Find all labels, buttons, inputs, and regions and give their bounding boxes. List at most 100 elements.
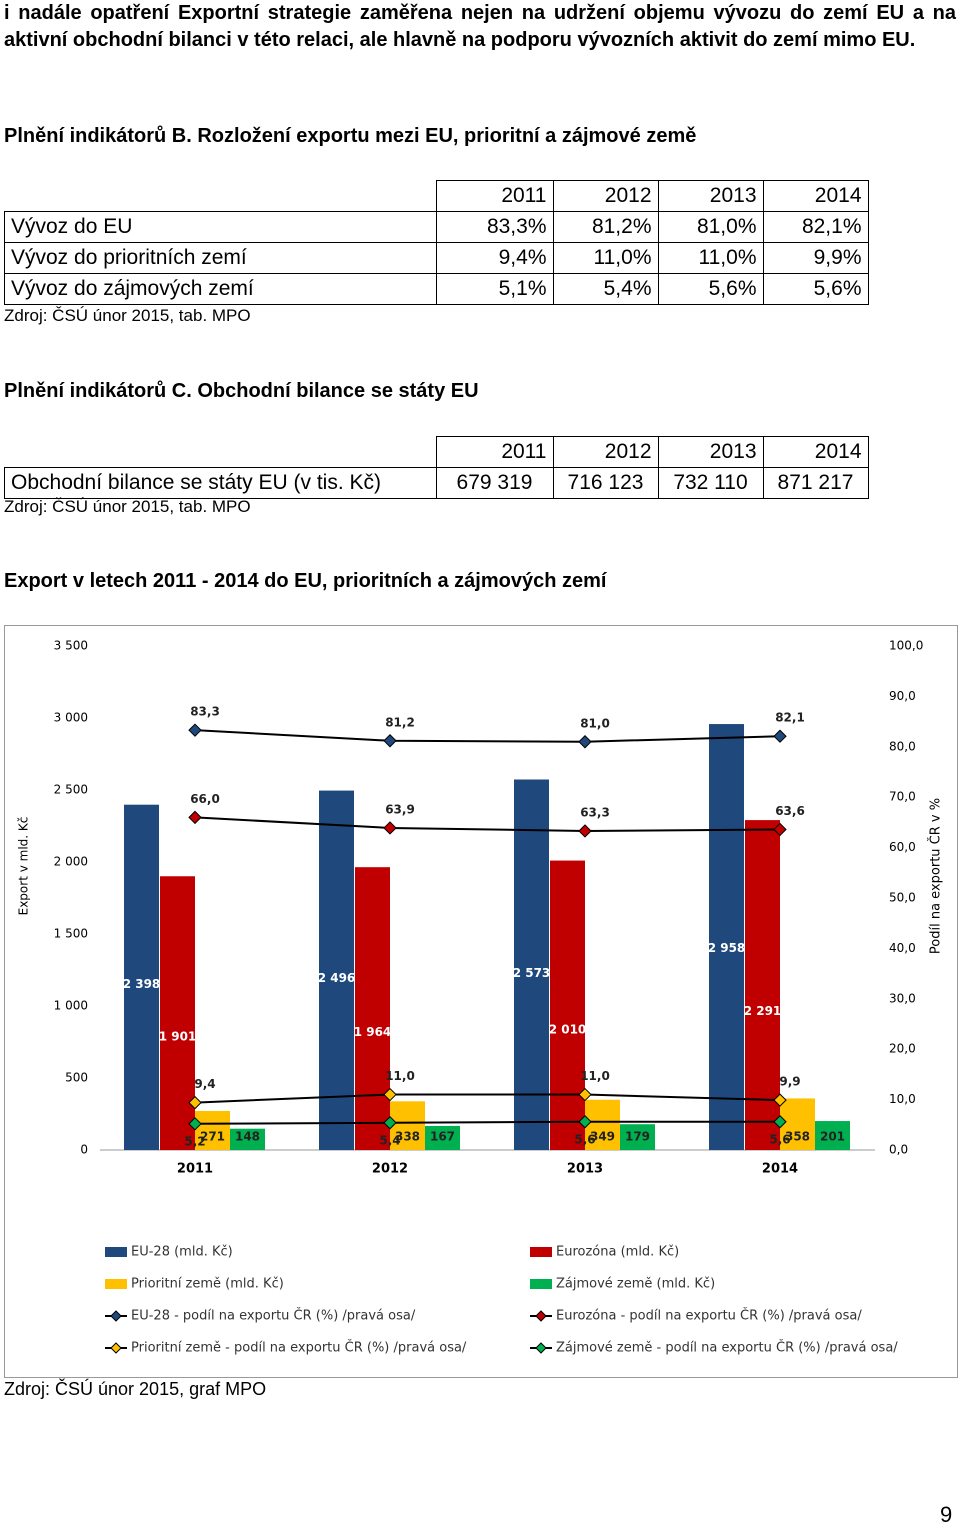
line-marker bbox=[773, 1115, 787, 1129]
table-cell: 9,9% bbox=[762, 242, 869, 274]
row-label: Obchodní bilance se státy EU (v tis. Kč) bbox=[4, 467, 437, 499]
bar bbox=[745, 820, 780, 1150]
legend-swatch bbox=[530, 1279, 552, 1289]
line-label: 5,4 bbox=[379, 1133, 400, 1147]
bar-label: 2 010 bbox=[549, 1022, 587, 1036]
y2-tick-label: 20,0 bbox=[889, 1042, 916, 1056]
bar bbox=[585, 1099, 620, 1150]
column-header: 2011 bbox=[435, 180, 554, 212]
bar-label: 167 bbox=[430, 1130, 455, 1144]
y2-tick-label: 40,0 bbox=[889, 941, 916, 955]
table-cell: 679 319 bbox=[435, 467, 554, 499]
bar bbox=[425, 1125, 460, 1150]
intro-paragraph: i nadále opatření Exportní strategie zam… bbox=[4, 2, 956, 51]
bar-label: 2 291 bbox=[744, 1004, 782, 1018]
y2-tick-label: 30,0 bbox=[889, 991, 916, 1005]
legend-label: Prioritní země - podíl na exportu ČR (%)… bbox=[131, 1340, 467, 1356]
y2-tick-label: 80,0 bbox=[889, 739, 916, 753]
bar-label: 271 bbox=[200, 1130, 225, 1144]
table-cell: 9,4% bbox=[435, 242, 554, 274]
table: 2011 2012 2013 2014 Obchodní bilance se stát… bbox=[4, 436, 869, 499]
line-label: 83,3 bbox=[190, 705, 220, 719]
line-label: 63,6 bbox=[775, 804, 805, 818]
bar bbox=[815, 1121, 850, 1150]
y2-tick-label: 50,0 bbox=[889, 891, 916, 905]
legend-swatch bbox=[530, 1247, 552, 1257]
bar bbox=[195, 1110, 230, 1150]
y-tick-label: 3 500 bbox=[54, 639, 88, 653]
table-cell: 871 217 bbox=[762, 467, 869, 499]
line-marker bbox=[188, 1117, 202, 1131]
table-cell: 5,6% bbox=[657, 273, 764, 305]
y-tick-label: 500 bbox=[65, 1071, 88, 1085]
y-tick-label: 2 500 bbox=[54, 783, 88, 797]
y2-tick-label: 70,0 bbox=[889, 790, 916, 804]
section-heading: Plnění indikátorů B. Rozložení exportu m… bbox=[4, 125, 697, 147]
y-tick-label: 0 bbox=[80, 1143, 88, 1157]
column-header: 2014 bbox=[762, 436, 869, 468]
line-marker bbox=[578, 1087, 592, 1102]
bar-label: 201 bbox=[820, 1130, 845, 1144]
legend-swatch bbox=[105, 1247, 127, 1257]
line-label: 63,9 bbox=[385, 802, 415, 816]
source-note: Zdroj: ČSÚ únor 2015, graf MPO bbox=[4, 1379, 267, 1399]
y2-tick-label: 90,0 bbox=[889, 689, 916, 703]
legend-label: Zájmové země (mld. Kč) bbox=[556, 1277, 715, 1292]
y2-axis-title: Podíl na exportu ČR v % bbox=[928, 798, 944, 954]
legend-label: Eurozóna - podíl na exportu ČR (%) /prav… bbox=[556, 1308, 862, 1324]
line-marker bbox=[383, 734, 397, 748]
section-heading: Plnění indikátorů C. Obchodní bilance se… bbox=[4, 380, 479, 402]
bar-label: 1 901 bbox=[159, 1029, 197, 1043]
table-cell: 81,2% bbox=[552, 211, 659, 243]
column-header: 2011 bbox=[435, 436, 554, 468]
chart: 0 500 1 000 1 500 2 000 2 500 3 000 3 500 0,0 10,… bbox=[4, 625, 958, 1378]
line-label: 63,3 bbox=[580, 805, 610, 819]
line-marker bbox=[383, 1087, 397, 1102]
legend-label: Eurozóna (mld. Kč) bbox=[556, 1245, 679, 1260]
line-label: 5,6 bbox=[769, 1132, 790, 1146]
table-cell: 11,0% bbox=[552, 242, 659, 274]
x-tick-label: 2013 bbox=[567, 1162, 603, 1177]
bar-label: 179 bbox=[625, 1130, 650, 1144]
y-tick-label: 3 000 bbox=[54, 711, 88, 725]
bar-label: 349 bbox=[590, 1130, 615, 1144]
bar bbox=[620, 1124, 655, 1150]
line-marker bbox=[578, 735, 592, 749]
y-tick-label: 1 500 bbox=[54, 927, 88, 941]
legend-label: EU-28 (mld. Kč) bbox=[131, 1245, 233, 1260]
table-cell: 5,1% bbox=[435, 273, 554, 305]
legend-label: Prioritní země (mld. Kč) bbox=[131, 1277, 284, 1292]
x-tick-label: 2012 bbox=[372, 1162, 408, 1177]
bar bbox=[709, 724, 744, 1150]
page-number: 9 bbox=[940, 1502, 953, 1525]
bar-label: 2 573 bbox=[513, 966, 551, 980]
source-note: Zdroj: ČSÚ únor 2015, tab. MPO bbox=[4, 497, 251, 516]
x-tick-label: 2011 bbox=[177, 1162, 213, 1177]
line-marker bbox=[383, 821, 397, 835]
bar-label: 2 958 bbox=[708, 941, 746, 955]
y-tick-label: 2 000 bbox=[54, 855, 88, 869]
chart-heading: Export v letech 2011 - 2014 do EU, prior… bbox=[4, 570, 607, 592]
x-tick-label: 2014 bbox=[762, 1162, 798, 1177]
table-cell: 5,4% bbox=[552, 273, 659, 305]
row-label: Vývoz do zájmových zemí bbox=[4, 273, 437, 305]
bar-label: 1 964 bbox=[354, 1025, 392, 1039]
y-axis-title: Export v mld. Kč bbox=[17, 817, 31, 916]
line-marker bbox=[773, 822, 787, 837]
line-label: 9,9 bbox=[779, 1075, 800, 1089]
legend-label: EU-28 - podíl na exportu ČR (%) /pravá o… bbox=[131, 1308, 416, 1324]
column-header: 2013 bbox=[657, 436, 764, 468]
column-header: 2013 bbox=[657, 180, 764, 212]
y-tick-label: 1 000 bbox=[54, 999, 88, 1013]
bar bbox=[780, 1098, 815, 1150]
line-label: 5,2 bbox=[184, 1134, 205, 1148]
row-label: Vývoz do prioritních zemí bbox=[4, 242, 437, 274]
source-note: Zdroj: ČSÚ únor 2015, tab. MPO bbox=[4, 306, 251, 325]
table-cell: 716 123 bbox=[552, 467, 659, 499]
table-cell: 11,0% bbox=[657, 242, 764, 274]
line-marker bbox=[773, 729, 787, 743]
line-marker bbox=[773, 1093, 787, 1107]
bar bbox=[124, 804, 159, 1150]
legend-label: Zájmové země - podíl na exportu ČR (%) /… bbox=[556, 1340, 898, 1356]
